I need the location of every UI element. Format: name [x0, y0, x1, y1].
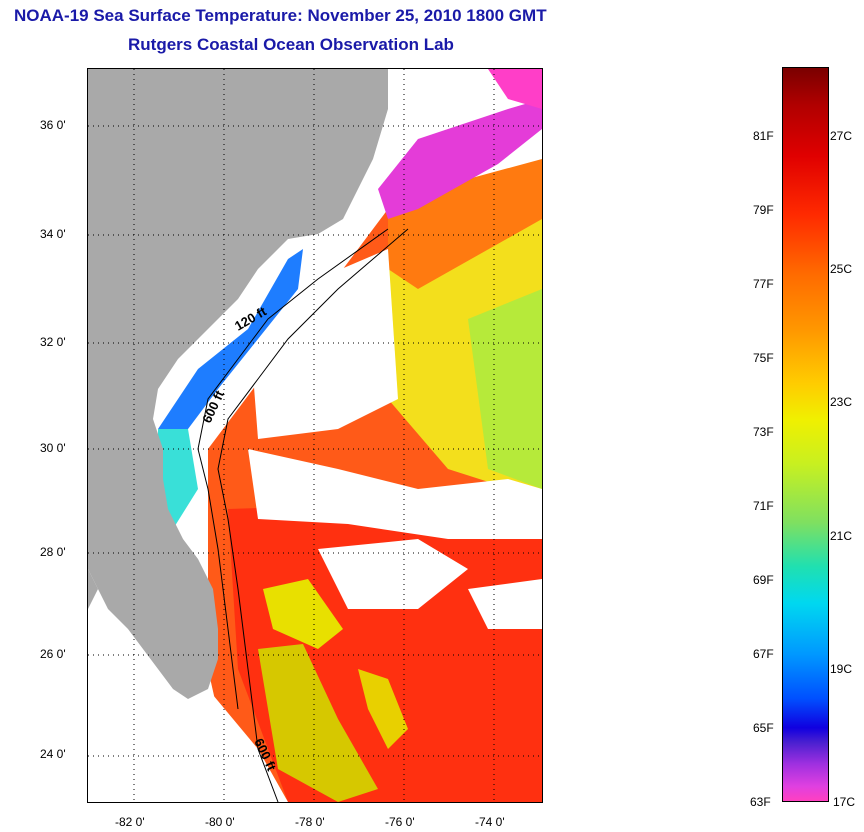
lat-label-26: 26 0'	[40, 647, 66, 661]
colorbar-label-17c: 17C	[833, 795, 856, 809]
contour-120ft	[197, 228, 389, 710]
lon-label-76: -76 0'	[385, 815, 415, 829]
cloud-patch-lower	[318, 539, 468, 609]
colorbar-label-23c: 23C	[830, 395, 853, 409]
cloud-patch-south-west	[88, 679, 288, 802]
temperature-colorbar	[782, 67, 829, 802]
land-florida-keys-area	[88, 569, 98, 609]
sst-map-canvas: 120 ft 600 ft 600 ft	[88, 69, 542, 802]
colorbar-label-71f: 71F	[753, 499, 774, 513]
colorbar-label-27c: 27C	[830, 129, 853, 143]
lon-label-80: -80 0'	[205, 815, 235, 829]
coastal-cool-water-georgia	[158, 429, 198, 529]
coastal-cold-water-north	[378, 99, 542, 219]
colorbar-label-67f: 67F	[753, 647, 774, 661]
colorbar-label-19c: 19C	[830, 662, 853, 676]
bahamas-shallow-east	[358, 669, 408, 749]
lat-label-36: 36 0'	[40, 118, 66, 132]
contour-600ft	[217, 228, 409, 802]
cloud-patch-mid	[248, 449, 542, 539]
lon-label-74: -74 0'	[475, 815, 505, 829]
colorbar-label-73f: 73F	[753, 425, 774, 439]
colorbar-label-69f: 69F	[753, 573, 774, 587]
figure-subtitle: Rutgers Coastal Ocean Observation Lab	[128, 35, 454, 54]
colorbar-label-75f: 75F	[753, 351, 774, 365]
lat-label-30: 30 0'	[40, 441, 66, 455]
sst-map: 120 ft 600 ft 600 ft	[87, 68, 543, 803]
colorbar-label-77f: 77F	[753, 277, 774, 291]
colorbar-label-79f: 79F	[753, 203, 774, 217]
map-grid	[88, 69, 542, 802]
figure-title: NOAA-19 Sea Surface Temperature: Novembe…	[14, 6, 547, 25]
bahamas-shallow-north	[263, 579, 343, 649]
lat-label-28: 28 0'	[40, 545, 66, 559]
colorbar-label-21c: 21C	[830, 529, 853, 543]
bahamas-shallow-south	[258, 644, 378, 802]
lat-label-32: 32 0'	[40, 335, 66, 349]
cloud-patch-east	[468, 579, 542, 629]
colorbar-label-65f: 65F	[753, 721, 774, 735]
colorbar-label-25c: 25C	[830, 262, 853, 276]
coastal-cold-water-carolinas	[158, 249, 303, 429]
lon-label-78: -78 0'	[295, 815, 325, 829]
land-us-east-coast	[88, 69, 388, 699]
lon-label-82: -82 0'	[115, 815, 145, 829]
colorbar-label-81f: 81F	[753, 129, 774, 143]
orange-band	[388, 159, 542, 289]
colorbar-label-63f: 63F	[750, 795, 771, 809]
offshore-green-water	[468, 289, 542, 489]
magenta-patch-ne	[488, 69, 542, 109]
lat-label-34: 34 0'	[40, 227, 66, 241]
lat-label-24: 24 0'	[40, 747, 66, 761]
